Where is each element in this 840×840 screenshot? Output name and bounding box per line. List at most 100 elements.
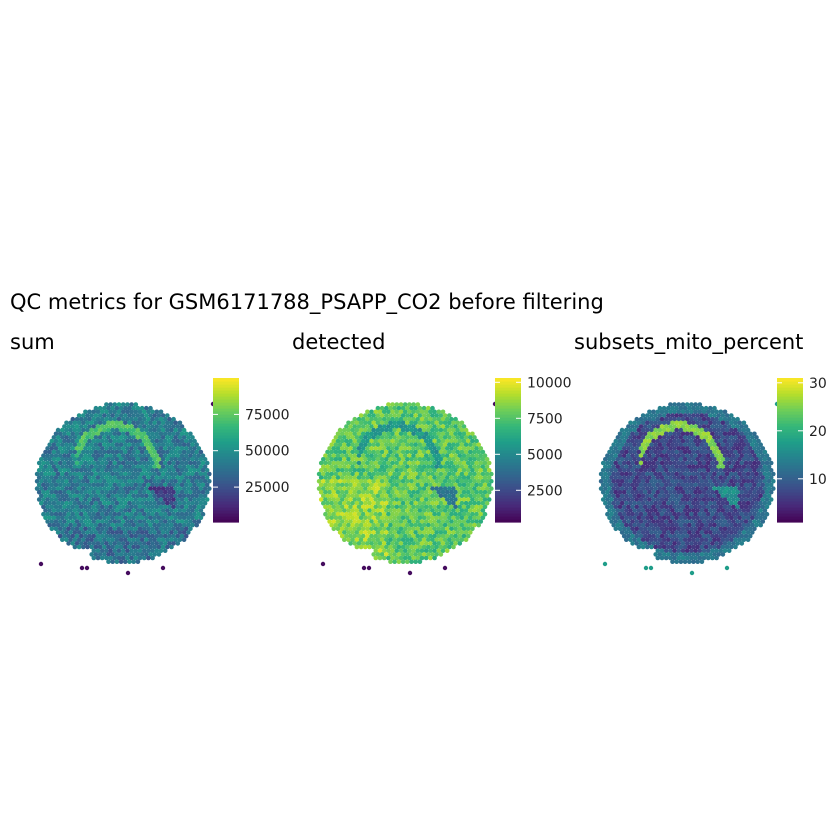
spot (718, 482, 724, 488)
spot (415, 438, 421, 444)
spot (165, 508, 170, 513)
spot (442, 537, 448, 542)
spot (83, 482, 88, 488)
spot (104, 555, 109, 561)
spot (409, 442, 414, 447)
spot (194, 464, 199, 469)
spot (680, 482, 686, 488)
spot (137, 424, 143, 429)
spot (624, 464, 629, 469)
spot (360, 489, 366, 495)
spot (127, 405, 132, 411)
spot (325, 508, 330, 513)
spot (409, 522, 414, 528)
spot (638, 541, 644, 546)
spot (701, 460, 707, 466)
spot (379, 457, 385, 462)
spot (154, 548, 160, 553)
spot (480, 515, 486, 521)
spot (89, 515, 94, 521)
spot (160, 500, 166, 506)
spot (102, 449, 107, 455)
spot (451, 522, 456, 528)
spot (146, 504, 151, 510)
spot (53, 475, 59, 480)
spot (691, 479, 696, 484)
spot (118, 486, 124, 491)
spot (750, 530, 755, 535)
spot (697, 475, 703, 480)
spot (66, 519, 71, 524)
spot (89, 493, 94, 499)
spot (461, 431, 467, 437)
spot (451, 515, 456, 521)
spot (693, 511, 698, 517)
spot (678, 559, 684, 564)
spot (613, 526, 619, 532)
spot (167, 526, 172, 532)
spot (74, 504, 80, 510)
spot (76, 522, 82, 528)
spot (329, 508, 334, 513)
spot (764, 497, 770, 502)
spot (453, 533, 458, 539)
spot (756, 460, 761, 466)
spot (367, 413, 372, 418)
spot (436, 468, 442, 473)
spot (49, 489, 55, 495)
spot (381, 526, 387, 532)
spot (108, 446, 113, 451)
spot (169, 464, 174, 469)
spot (141, 555, 147, 561)
spot (99, 497, 105, 502)
spot (365, 519, 370, 524)
spot (691, 405, 696, 411)
spot (415, 409, 421, 415)
spot (638, 511, 644, 517)
spot (733, 471, 738, 477)
spot (423, 504, 429, 510)
spot (628, 427, 633, 433)
spot (354, 515, 360, 521)
spot (731, 533, 736, 539)
spot (127, 537, 132, 542)
spot (699, 435, 705, 440)
spot (120, 555, 126, 561)
spot (695, 508, 700, 513)
spot (632, 442, 637, 447)
spot (81, 435, 86, 440)
spot (687, 552, 692, 557)
spot (703, 493, 709, 499)
spot (747, 533, 753, 539)
spot (480, 493, 486, 499)
spot (89, 464, 94, 469)
spot (384, 457, 389, 462)
spot (350, 537, 355, 542)
spot (55, 471, 61, 477)
spot (398, 548, 404, 553)
spot (613, 519, 619, 524)
spot (447, 435, 452, 440)
spot (97, 479, 103, 484)
spot (659, 409, 665, 415)
spot (716, 537, 721, 542)
spot (125, 402, 130, 407)
spot (419, 460, 425, 466)
spot (135, 413, 141, 418)
spot (144, 552, 149, 557)
spot (192, 504, 197, 510)
spot (377, 548, 383, 553)
spot (179, 468, 185, 473)
spot (670, 530, 675, 535)
spot (388, 413, 393, 418)
spot (411, 511, 416, 517)
spot (342, 530, 347, 535)
spot (146, 468, 151, 473)
spot (363, 544, 368, 550)
spot (202, 500, 208, 506)
spot (611, 457, 616, 462)
spot (434, 471, 439, 477)
spot (647, 482, 652, 488)
spot (45, 504, 50, 510)
spot (60, 449, 65, 455)
